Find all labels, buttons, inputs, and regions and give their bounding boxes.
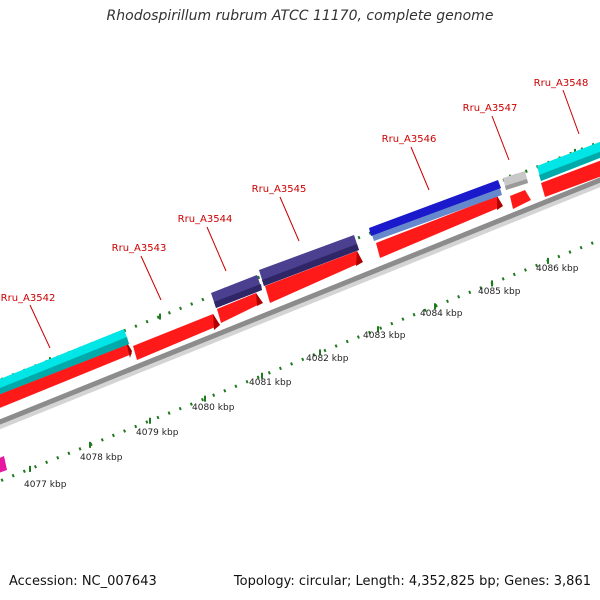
- gene-label-leader: [140, 255, 162, 301]
- scale-label: 4086 kbp: [536, 264, 579, 274]
- feature-cds-5[interactable]: [376, 196, 503, 258]
- gene-label-leader: [410, 146, 430, 191]
- gene-labels: Rru_A3542 Rru_A3543 Rru_A3544 Rru_A3545 Rru_…: [1, 78, 589, 349]
- feature-cds-6[interactable]: [510, 190, 531, 209]
- gene-label[interactable]: Rru_A3548: [534, 78, 589, 89]
- gene-label-leader: [562, 89, 580, 135]
- feature-protein-3[interactable]: [211, 275, 262, 308]
- summary-text: Topology: circular; Length: 4,352,825 bp…: [233, 574, 591, 589]
- accession-text: Accession: NC_007643: [9, 574, 157, 589]
- gene-label-leader: [206, 226, 227, 272]
- gene-label[interactable]: Rru_A3543: [112, 243, 167, 254]
- scale-label: 4079 kbp: [136, 428, 179, 438]
- feature-gene-1[interactable]: [0, 329, 129, 398]
- scale-label: 4082 kbp: [306, 354, 349, 364]
- gene-label[interactable]: Rru_A3545: [252, 184, 307, 195]
- scale-label: 4078 kbp: [80, 453, 123, 463]
- scale-label: 4077 kbp: [24, 480, 67, 490]
- gene-label[interactable]: Rru_A3547: [463, 103, 518, 114]
- feature-misc-0[interactable]: [0, 456, 7, 476]
- feature-protein-4[interactable]: [259, 235, 359, 286]
- feature-gene-7[interactable]: [537, 138, 600, 181]
- gene-label[interactable]: Rru_A3546: [382, 134, 437, 145]
- map-title: Rhodospirillum rubrum ATCC 11170, comple…: [106, 8, 494, 24]
- scale-label: 4084 kbp: [420, 309, 463, 319]
- feature-cds-2[interactable]: [133, 314, 220, 360]
- scale-label: 4081 kbp: [249, 378, 292, 388]
- scale-label: 4080 kbp: [192, 403, 235, 413]
- feature-cds-1[interactable]: [0, 341, 132, 412]
- feature-misc-6[interactable]: [503, 171, 528, 190]
- scale-label: 4085 kbp: [478, 287, 521, 297]
- backbone: [0, 177, 600, 425]
- gene-label[interactable]: Rru_A3542: [1, 293, 56, 304]
- backbone-shadow: [0, 180, 600, 430]
- feature-cds-3[interactable]: [217, 293, 263, 323]
- feature-cds-4[interactable]: [265, 251, 363, 303]
- scale-labels: 4077 kbp 4078 kbp 4079 kbp 4080 kbp 4081 kbp…: [24, 264, 579, 490]
- feature-cds-7[interactable]: [541, 157, 600, 197]
- feature-protein-5[interactable]: [369, 180, 501, 236]
- scale-label: 4083 kbp: [363, 331, 406, 341]
- feature-rna-5-lower[interactable]: [372, 188, 502, 241]
- gene-label-leader: [29, 304, 51, 349]
- gene-label-leader: [491, 115, 510, 161]
- gene-label-leader: [279, 196, 300, 242]
- gene-label[interactable]: Rru_A3544: [178, 214, 233, 225]
